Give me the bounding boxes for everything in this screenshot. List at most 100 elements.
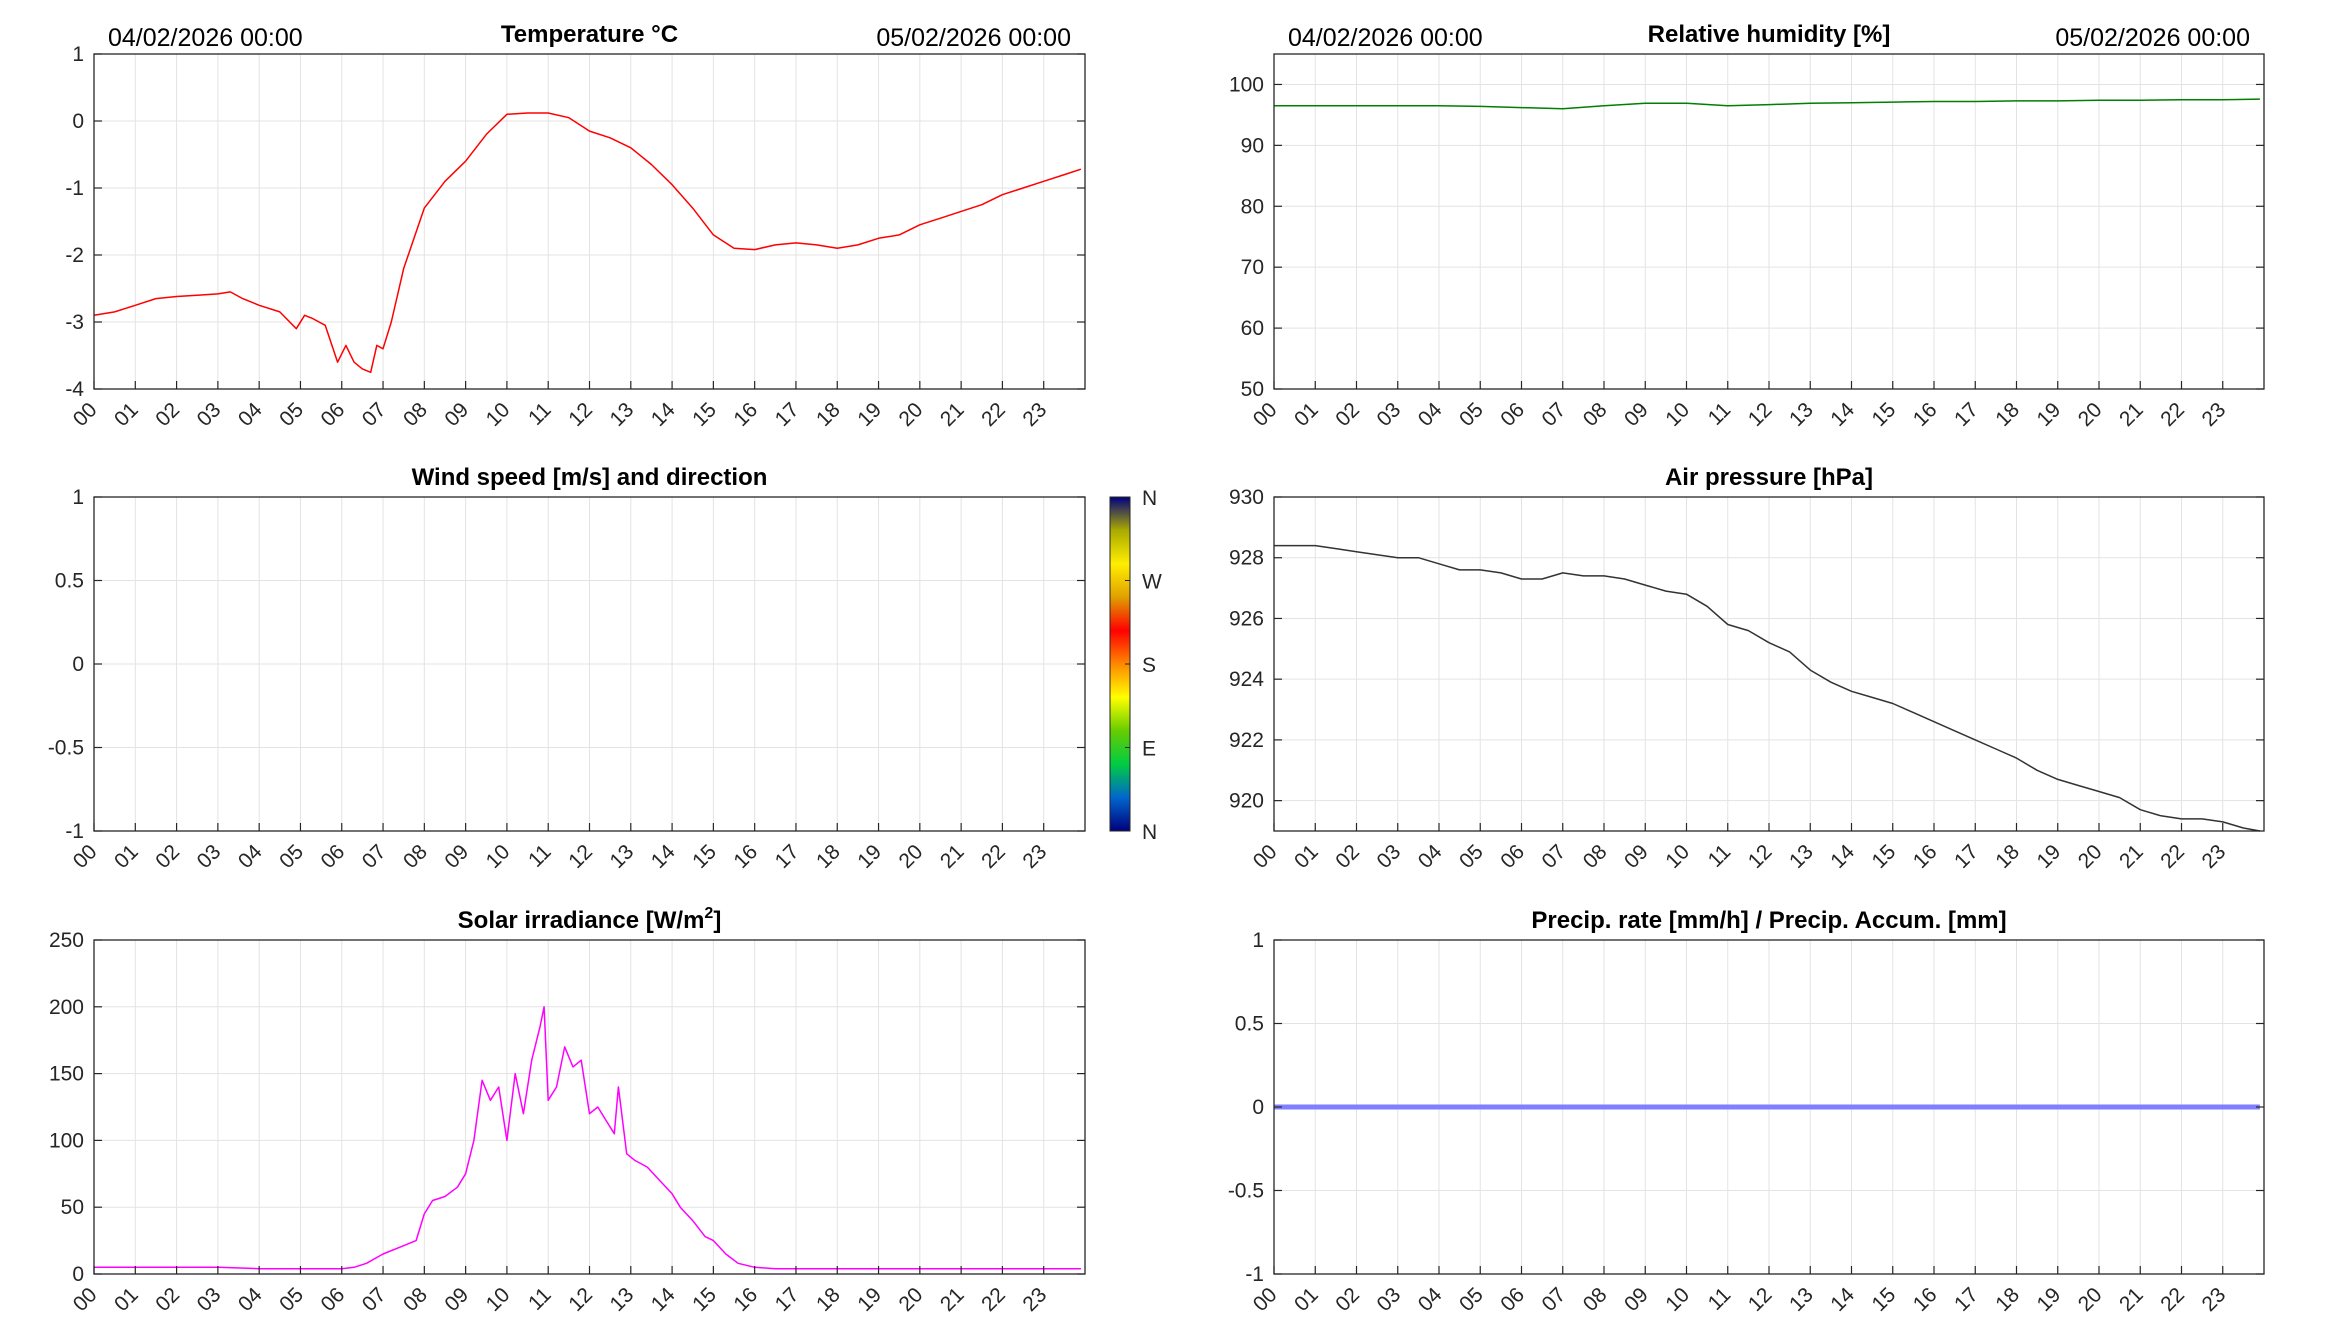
temperature-xtick-label: 21 — [936, 398, 969, 431]
temperature-xtick-label: 09 — [440, 398, 473, 431]
solar-xtick-label: 13 — [606, 1283, 639, 1313]
precip-ytick-label: -0.5 — [1228, 1180, 1264, 1203]
wind-xtick-label: 10 — [482, 840, 515, 873]
wind-xtick-label: 13 — [606, 840, 639, 873]
temperature-date-end: 05/02/2026 00:00 — [876, 24, 1071, 52]
temperature-xtick-label: 08 — [399, 398, 432, 431]
precip-ytick-label: -1 — [1245, 1263, 1264, 1286]
precip-xtick-label: 09 — [1620, 1283, 1653, 1313]
humidity-xtick-label: 04 — [1414, 398, 1447, 431]
temperature-xtick-label: 04 — [234, 398, 267, 431]
pressure-xtick-label: 04 — [1414, 840, 1447, 873]
pressure-xtick-label: 18 — [1991, 840, 2024, 873]
precip-xtick-label: 11 — [1704, 1283, 1736, 1313]
precip-chart: -1 -0.5 0 0.5 1 00 01 02 03 04 05 06 07 08 09 10 11 12 13 1… — [1228, 907, 2265, 1316]
pressure-xtick-label: 09 — [1620, 840, 1653, 873]
wind-xtick-label: 16 — [729, 840, 762, 873]
temperature-xtick-label: 17 — [771, 398, 804, 431]
temperature-xtick-label: 14 — [647, 398, 680, 431]
temperature-xtick-label: 00 — [69, 398, 102, 431]
wind-colorbar-label: S — [1142, 654, 1156, 677]
wind-title-text: Wind speed [m/s] and direction — [412, 464, 768, 491]
solar-xtick-label: 10 — [482, 1283, 515, 1313]
wind-colorbar-label: N — [1142, 487, 1157, 510]
precip-xtick-label: 20 — [2074, 1283, 2107, 1313]
temperature-xtick-label: 15 — [688, 398, 721, 431]
temperature-xtick-label: 02 — [151, 398, 184, 431]
pressure-xtick-label: 13 — [1785, 840, 1818, 873]
humidity-series-line — [1274, 98, 2260, 110]
precip-xtick-label: 06 — [1496, 1283, 1529, 1313]
wind-xtick-label: 09 — [440, 840, 473, 873]
wind-ytick-label: 0 — [72, 653, 84, 676]
precip-xtick-label: 00 — [1249, 1283, 1282, 1313]
pressure-xtick-label: 22 — [2156, 840, 2189, 873]
humidity-xtick-label: 23 — [2198, 398, 2231, 431]
precip-xtick-label: 18 — [1991, 1283, 2024, 1313]
solar-title-text: Solar irradiance [W/m — [458, 907, 705, 934]
humidity-xtick-label: 19 — [2033, 398, 2066, 431]
precip-xtick-label: 17 — [1950, 1283, 1983, 1313]
precip-xtick-label: 16 — [1909, 1283, 1942, 1313]
solar-xtick-label: 19 — [853, 1283, 886, 1313]
solar-xtick-label: 21 — [936, 1283, 969, 1313]
wind-xtick-label: 14 — [647, 840, 680, 873]
precip-xtick-label: 13 — [1785, 1283, 1818, 1313]
pressure-xtick-label: 08 — [1579, 840, 1612, 873]
solar-xtick-label: 06 — [317, 1283, 350, 1313]
solar-xtick-label: 11 — [524, 1283, 556, 1313]
humidity-ytick-label: 80 — [1241, 195, 1264, 218]
solar-xtick-label: 07 — [358, 1283, 391, 1313]
pressure-xtick-label: 05 — [1455, 840, 1488, 873]
solar-xtick-label: 05 — [275, 1283, 308, 1313]
solar-ytick-label: 150 — [49, 1063, 84, 1086]
pressure-chart: 920 922 924 926 928 930 00 01 02 03 04 05 06 07 08 09 10… — [1229, 464, 2265, 873]
pressure-xtick-label: 07 — [1538, 840, 1571, 873]
pressure-xtick-label: 02 — [1331, 840, 1364, 873]
temperature-ytick-label: -4 — [65, 378, 84, 401]
solar-ytick-label: 50 — [61, 1196, 84, 1219]
temperature-date-start: 04/02/2026 00:00 — [108, 24, 303, 52]
precip-xtick-label: 22 — [2156, 1283, 2189, 1313]
precip-ytick-label: 1 — [1252, 929, 1264, 952]
solar-xtick-label: 18 — [812, 1283, 845, 1313]
temperature-ytick-label: -3 — [65, 311, 84, 334]
humidity-ytick-label: 70 — [1241, 256, 1264, 279]
precip-xtick-label: 10 — [1661, 1283, 1694, 1313]
precip-title-text: Precip. rate [mm/h] / Precip. Accum. [mm… — [1531, 907, 2006, 934]
precip-title: Precip. rate [mm/h] / Precip. Accum. [mm… — [1531, 907, 2006, 934]
humidity-xtick-label: 06 — [1496, 398, 1529, 431]
temperature-xtick-label: 01 — [110, 398, 143, 431]
solar-ytick-label: 200 — [49, 996, 84, 1019]
precip-xtick-label: 05 — [1455, 1283, 1488, 1313]
pressure-xtick-label: 10 — [1661, 840, 1694, 873]
humidity-xtick-label: 08 — [1579, 398, 1612, 431]
wind-xtick-label: 07 — [358, 840, 391, 873]
wind-xtick-label: 00 — [69, 840, 102, 873]
humidity-xtick-label: 22 — [2156, 398, 2189, 431]
precip-xtick-label: 03 — [1373, 1283, 1406, 1313]
humidity-xtick-label: 07 — [1538, 398, 1571, 431]
precip-xtick-label: 07 — [1538, 1283, 1571, 1313]
solar-xtick-label: 23 — [1018, 1283, 1051, 1313]
humidity-ytick-label: 50 — [1241, 378, 1264, 401]
temperature-xtick-label: 05 — [275, 398, 308, 431]
solar-ytick-label: 0 — [72, 1263, 84, 1286]
temperature-xtick-label: 11 — [524, 398, 556, 430]
precip-ytick-label: 0 — [1252, 1096, 1264, 1119]
humidity-ytick-label: 100 — [1229, 73, 1264, 96]
wind-ytick-label: 1 — [72, 486, 84, 509]
solar-xtick-label: 03 — [193, 1283, 226, 1313]
pressure-xtick-label: 16 — [1909, 840, 1942, 873]
humidity-xtick-label: 01 — [1290, 398, 1323, 431]
solar-title: Solar irradiance [W/m2] — [458, 905, 722, 934]
wind-colorbar-label: W — [1142, 571, 1162, 594]
wind-xtick-label: 19 — [853, 840, 886, 873]
temperature-xtick-label: 18 — [812, 398, 845, 431]
pressure-xtick-label: 17 — [1950, 840, 1983, 873]
pressure-xtick-label: 01 — [1290, 840, 1323, 873]
humidity-xtick-label: 15 — [1868, 398, 1901, 431]
